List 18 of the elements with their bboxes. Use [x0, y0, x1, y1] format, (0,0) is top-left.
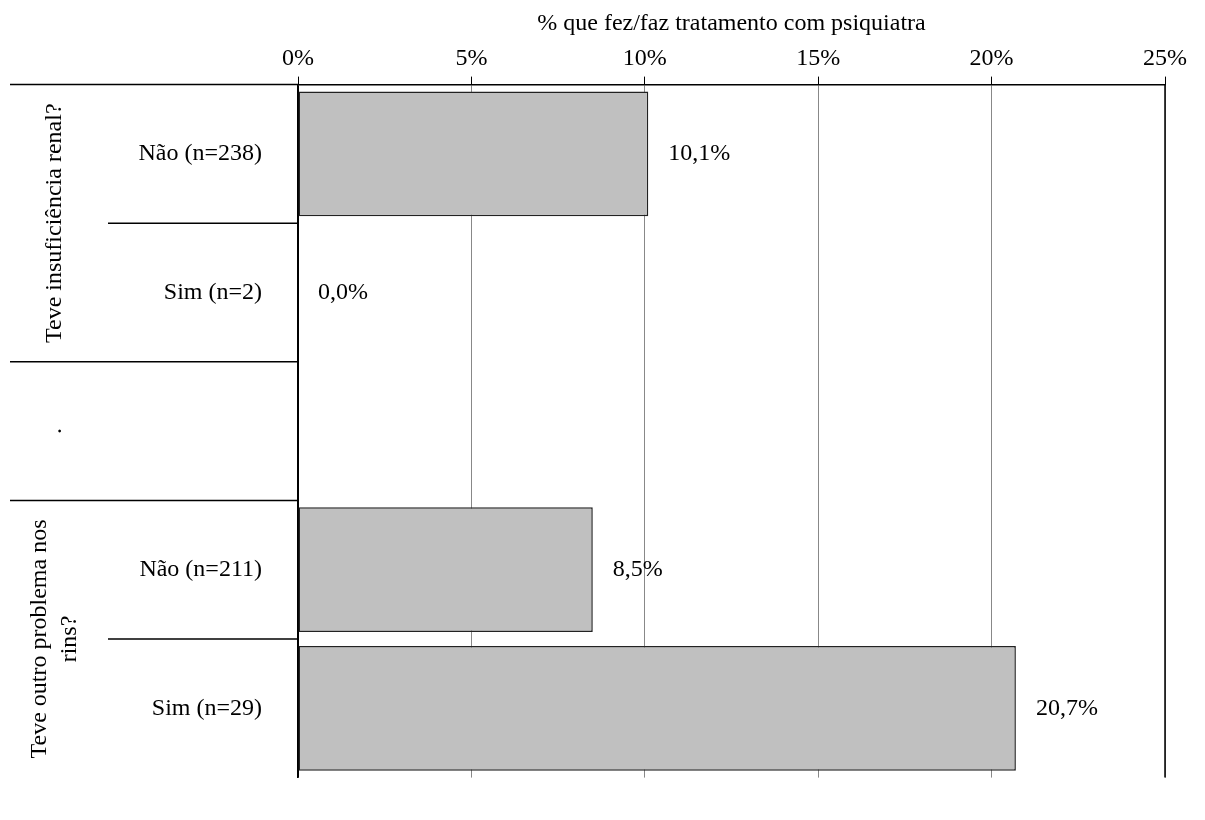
- y-tick-label: Sim (n=29): [151, 693, 262, 720]
- x-tick-label: 15%: [796, 44, 841, 71]
- data-label: 8,5%: [612, 555, 663, 581]
- text: Teve insuficiência renal?: [40, 103, 67, 343]
- text: .: [40, 428, 67, 435]
- y-tick-label: Não (n=238): [138, 139, 262, 166]
- x-tick-label: 10%: [622, 44, 667, 71]
- data-label: 10,1%: [668, 139, 731, 166]
- data-label: 0,0%: [318, 277, 368, 304]
- y-tick-label: Não (n=211): [139, 555, 262, 581]
- x-tick-label: 25%: [1143, 44, 1187, 71]
- y-tick-label: Sim (n=2): [163, 277, 262, 304]
- x-tick-label: 5%: [455, 44, 488, 71]
- text: Teve outro problema nos rins?: [25, 519, 82, 759]
- x-tick-label: 20%: [969, 44, 1014, 71]
- data-label: 20,7%: [1035, 693, 1098, 720]
- x-axis-title: % que fez/faz tratamento com psiquiatra: [537, 8, 927, 35]
- x-tick-label: 0%: [282, 44, 314, 71]
